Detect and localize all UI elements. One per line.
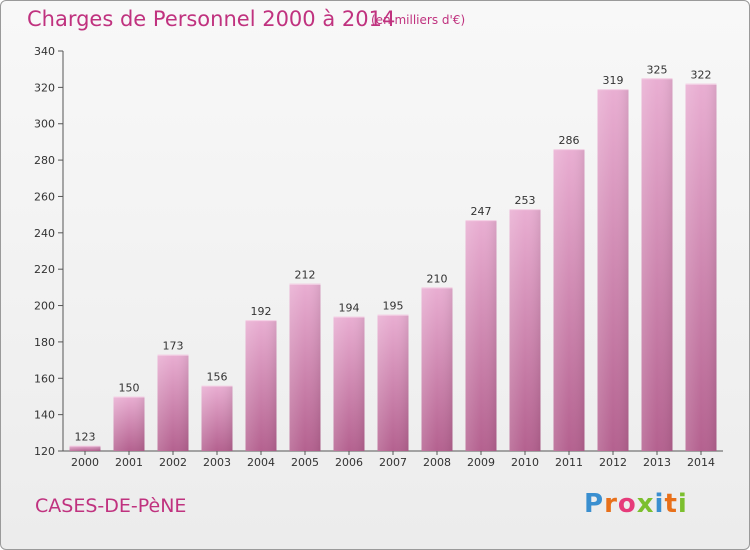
chart-subtitle: (en milliers d'€) [371,13,466,27]
y-tick-label: 280 [34,154,55,167]
x-tick-label: 2013 [643,456,671,469]
data-label: 212 [295,269,316,282]
data-label: 247 [471,205,492,218]
logo-letter: o [617,489,637,519]
logo-letter: i [654,489,665,519]
bar-shade [509,209,541,451]
y-tick-label: 220 [34,263,55,276]
data-label: 253 [515,194,536,207]
y-tick-label: 160 [34,372,55,385]
x-tick-label: 2007 [379,456,407,469]
bar-shade [421,287,453,451]
logo-letter: r [604,489,618,519]
data-label: 322 [691,69,712,82]
bar-shade [685,83,717,452]
y-tick-label: 240 [34,227,55,240]
data-label: 325 [647,63,668,76]
x-tick-label: 2002 [159,456,187,469]
data-label: 192 [251,305,272,318]
x-tick-label: 2006 [335,456,363,469]
y-tick-label: 300 [34,118,55,131]
x-tick-label: 2010 [511,456,539,469]
bar-shade [245,320,277,451]
data-label: 156 [207,371,228,384]
bar-shade [69,445,101,451]
x-tick-label: 2008 [423,456,451,469]
x-tick-label: 2004 [247,456,275,469]
data-label: 150 [119,381,140,394]
bar-shade [597,89,629,451]
data-label: 123 [75,431,96,444]
data-label: 286 [559,134,580,147]
commune-name: CASES-DE-PèNE [35,495,187,517]
x-tick-label: 2012 [599,456,627,469]
data-label: 173 [163,340,184,353]
data-label: 195 [383,300,404,313]
bar-shade [553,149,585,451]
bar-shade [201,385,233,451]
x-tick-label: 2000 [71,456,99,469]
x-tick-label: 2009 [467,456,495,469]
x-tick-label: 2014 [687,456,715,469]
y-tick-label: 260 [34,190,55,203]
data-label: 194 [339,301,360,314]
logo-letter: t [664,489,678,519]
y-tick-label: 120 [34,445,55,458]
logo-letter: x [636,489,655,519]
bar-shade [377,314,409,451]
bar-shade [289,283,321,451]
logo-letter: P [584,489,605,519]
bar-shade [157,354,189,451]
x-tick-label: 2005 [291,456,319,469]
bar-shade [113,396,145,451]
bar-shade [641,78,673,451]
y-tick-label: 340 [34,45,55,58]
x-tick-label: 2001 [115,456,143,469]
y-tick-label: 200 [34,300,55,313]
y-tick-label: 320 [34,81,55,94]
y-tick-label: 140 [34,409,55,422]
bar-shade [465,220,497,451]
logo-letter: i [677,489,688,519]
data-label: 319 [603,74,624,87]
chart-title: Charges de Personnel 2000 à 2014 [27,7,396,31]
x-tick-label: 2011 [555,456,583,469]
proxiti-logo: Proxiti [584,489,688,519]
data-label: 210 [427,272,448,285]
x-tick-label: 2003 [203,456,231,469]
bar-shade [333,316,365,451]
y-tick-label: 180 [34,336,55,349]
